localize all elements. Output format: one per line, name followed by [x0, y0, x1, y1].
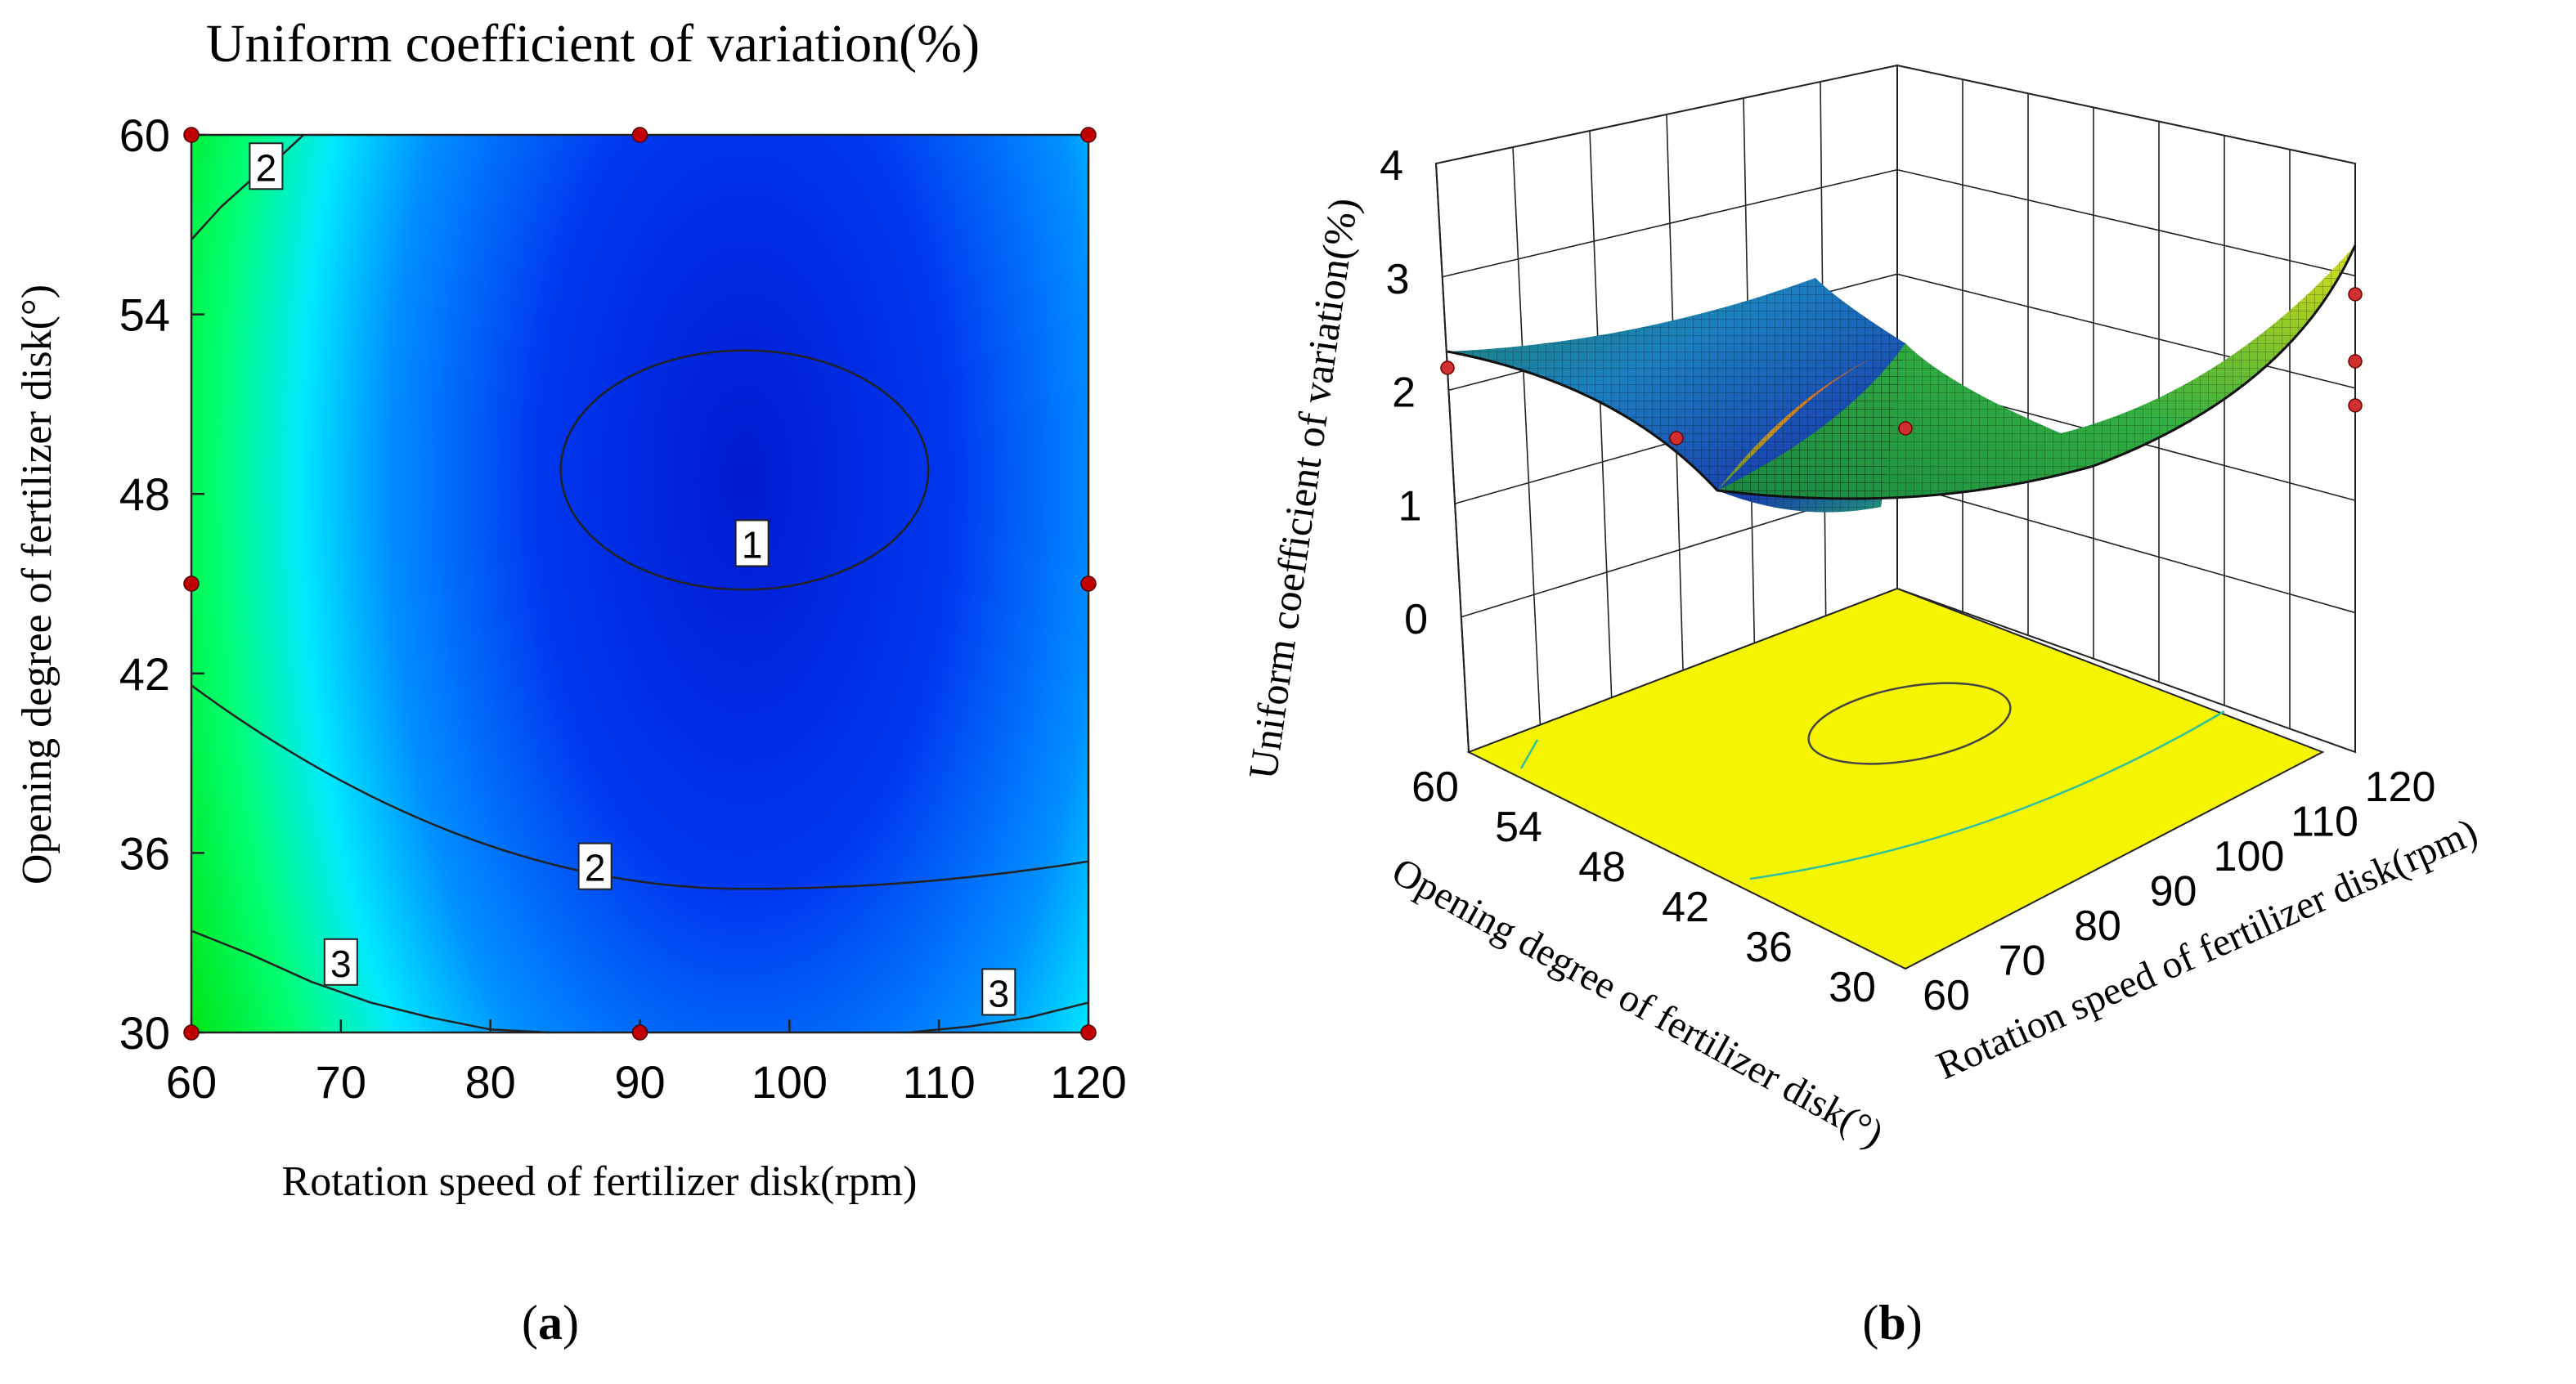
contour-label: 1 — [742, 523, 763, 566]
surface-design-point — [1441, 361, 1454, 374]
rotation-tick-label: 120 — [2365, 764, 2436, 811]
z-axis-ticks: 0 1 2 3 4 — [1380, 142, 1428, 643]
x-tick-label: 70 — [316, 1056, 366, 1108]
y-tick-label: 48 — [119, 468, 170, 520]
design-point — [1081, 1025, 1096, 1040]
surface-design-point — [2349, 399, 2362, 412]
z-tick-label: 1 — [1398, 482, 1422, 530]
z-tick-label: 0 — [1404, 596, 1428, 643]
opening-tick-label: 48 — [1578, 844, 1626, 891]
z-tick-label: 2 — [1392, 370, 1416, 417]
panel-letter-a: a — [538, 1296, 563, 1350]
surface-design-point — [2349, 355, 2362, 368]
y-tick-label: 30 — [119, 1007, 170, 1059]
figure: Uniform coefficient of variation(%) 2 1 2 3… — [0, 0, 2576, 1384]
design-point — [184, 1025, 199, 1040]
panel-letter-b: b — [1878, 1296, 1905, 1350]
design-point — [1081, 128, 1096, 142]
rotation-tick-label: 90 — [2150, 868, 2197, 916]
rotation-tick-label: 60 — [1923, 972, 1970, 1019]
x-tick-label: 80 — [465, 1056, 516, 1108]
opening-tick-label: 42 — [1662, 884, 1709, 931]
y-axis-label: Opening degree of fertilizer disk(°) — [14, 284, 61, 885]
surface-design-point — [2349, 288, 2362, 301]
opening-tick-label: 36 — [1745, 924, 1793, 971]
x-tick-label: 90 — [614, 1056, 665, 1108]
y-tick-label: 54 — [119, 289, 170, 341]
rotation-tick-label: 110 — [2291, 799, 2358, 846]
z-tick-label: 4 — [1380, 142, 1403, 190]
contour-label: 3 — [330, 943, 352, 985]
opening-tick-label: 30 — [1829, 964, 1876, 1011]
chart-title: Uniform coefficient of variation(%) — [206, 14, 980, 74]
y-tick-label: 42 — [119, 648, 170, 700]
y-tick-label: 60 — [119, 110, 170, 161]
contour-label: 2 — [256, 146, 277, 189]
design-point — [1081, 576, 1096, 591]
x-tick-label: 100 — [752, 1056, 828, 1108]
surface-design-point — [1670, 432, 1683, 445]
rotation-tick-label: 80 — [2074, 903, 2121, 950]
design-point — [184, 576, 199, 591]
opening-tick-label: 54 — [1495, 804, 1542, 851]
contour-panel: Uniform coefficient of variation(%) 2 1 2 3… — [14, 14, 1127, 1350]
design-point — [633, 1025, 648, 1040]
y-tick-label: 36 — [119, 827, 170, 879]
surface-design-point — [1899, 422, 1912, 435]
contour-label: 2 — [585, 847, 606, 889]
z-tick-label: 3 — [1386, 256, 1410, 303]
x-tick-label: 120 — [1050, 1056, 1126, 1108]
rotation-tick-label: 70 — [1999, 938, 2046, 985]
panel-label-a: (a) — [522, 1296, 579, 1350]
design-point — [184, 128, 199, 142]
x-axis-label: Rotation speed of fertilizer disk(rpm) — [282, 1158, 918, 1205]
rotation-tick-label: 100 — [2214, 833, 2285, 880]
design-point — [633, 128, 648, 142]
panel-label-b: (b) — [1862, 1296, 1922, 1350]
x-tick-label: 60 — [166, 1056, 217, 1108]
contour-plot-area — [191, 135, 1088, 1032]
contour-label: 3 — [989, 972, 1010, 1014]
x-tick-label: 110 — [903, 1056, 976, 1108]
opening-tick-label: 60 — [1411, 764, 1459, 811]
z-axis-label: Uniform coefficient of variation(%) — [1240, 195, 1367, 782]
